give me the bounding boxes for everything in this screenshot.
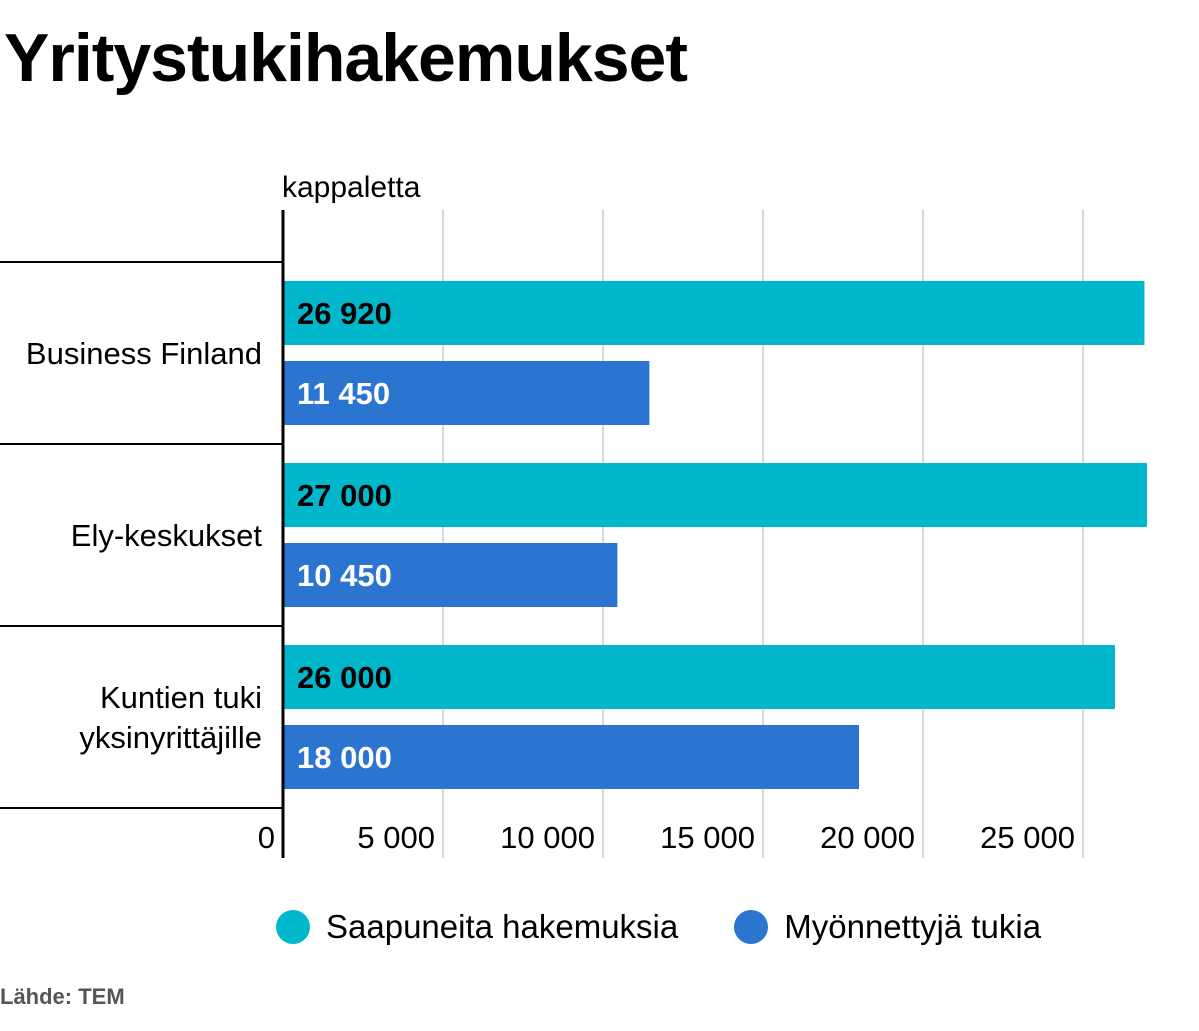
x-tick-label: 15 000 xyxy=(660,820,755,855)
legend-label-granted: Myönnettyjä tukia xyxy=(784,908,1042,945)
bar-value-label: 18 000 xyxy=(297,740,392,775)
unit-label: kappaletta xyxy=(282,171,421,204)
legend-item-granted: Myönnettyjä tukia xyxy=(734,908,1041,946)
category-label: Ely-keskukset xyxy=(71,518,263,553)
chart-title: Yritystukihakemukset xyxy=(4,20,688,96)
bar xyxy=(283,463,1147,527)
legend-swatch-granted xyxy=(734,910,769,944)
legend-item-applications: Saapuneita hakemuksia xyxy=(276,908,678,946)
bar xyxy=(283,281,1145,345)
category-label: Kuntien tuki xyxy=(100,680,262,715)
bar xyxy=(283,543,618,607)
x-tick-label: 20 000 xyxy=(820,820,915,855)
bar-value-label: 26 000 xyxy=(297,660,392,695)
x-tick-label: 0 xyxy=(258,820,275,855)
x-tick-label: 5 000 xyxy=(357,820,435,855)
x-tick-label: 25 000 xyxy=(980,820,1075,855)
bar xyxy=(283,645,1115,709)
legend-swatch-applications xyxy=(276,910,310,944)
x-tick-labels: 0 5 000 10 000 15 000 20 000 25 000 xyxy=(258,820,1075,855)
category-label: Business Finland xyxy=(26,336,262,371)
x-tick-label: 10 000 xyxy=(500,820,595,855)
bar-value-label: 27 000 xyxy=(297,478,392,513)
bar xyxy=(283,361,650,425)
category-separators xyxy=(0,261,283,809)
bar xyxy=(283,725,859,789)
category-labels: Business Finland Ely-keskukset Kuntien tuk… xyxy=(26,336,262,755)
bar-chart: kappaletta 26 920 11 450 27 000 10 450 26 00… xyxy=(0,171,1147,858)
legend-label-applications: Saapuneita hakemuksia xyxy=(326,908,679,945)
bar-value-label: 10 450 xyxy=(297,558,392,593)
source-note: Lähde: TEM xyxy=(0,984,125,1009)
legend: Saapuneita hakemuksia Myönnettyjä tukia xyxy=(276,908,1097,946)
bar-value-label: 11 450 xyxy=(297,376,390,411)
bar-value-label: 26 920 xyxy=(297,296,392,331)
bars: 26 920 11 450 27 000 10 450 26 000 18 000 xyxy=(283,281,1147,789)
category-label: yksinyrittäjille xyxy=(79,720,262,755)
